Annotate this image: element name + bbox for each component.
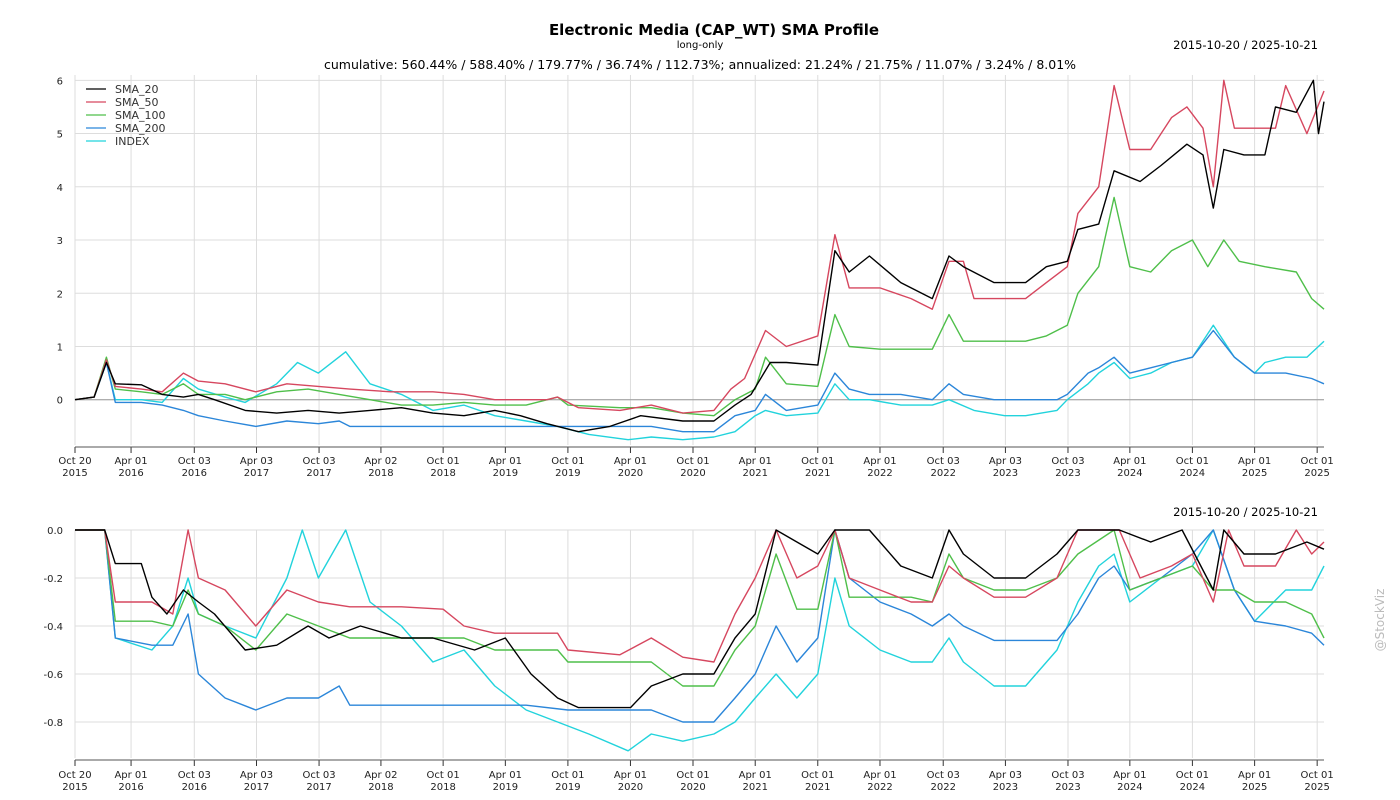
legend-label: SMA_200	[115, 122, 166, 135]
cumulative-returns-panel: 0 1 2 3 4 5 6 Oct 20 2015 Apr 01 2016 Oct 03 2016 Apr…	[57, 75, 1334, 479]
watermark: @StockViz	[1373, 589, 1387, 652]
x-tick-label: Apr 01 2025	[1238, 770, 1271, 793]
x-tick-label: Oct 03 2022	[927, 456, 960, 479]
x-tick-label: Oct 03 2017	[302, 770, 335, 793]
series-line-index	[74, 324, 1325, 441]
y-tick-label: 0.0	[47, 526, 63, 537]
date-range-top: 2015-10-20 / 2025-10-21	[1173, 38, 1318, 52]
legend-label: SMA_50	[115, 96, 159, 109]
x-tick-label: Apr 02 2018	[364, 770, 397, 793]
x-tick-label: Oct 01 2018	[427, 770, 460, 793]
x-tick-label: Oct 01 2025	[1301, 770, 1334, 793]
legend-label: SMA_20	[115, 83, 159, 96]
series-line-sma-100	[74, 196, 1325, 417]
x-tick-label: Oct 01 2025	[1301, 456, 1334, 479]
x-tick-label: Apr 01 2022	[863, 770, 896, 793]
x-tick-label: Apr 01 2016	[114, 456, 147, 479]
x-tick-label: Oct 01 2020	[676, 456, 709, 479]
x-tick-label: Oct 03 2016	[178, 456, 211, 479]
x-tick-label: Oct 03 2023	[1051, 770, 1084, 793]
x-tick-label: Apr 01 2022	[863, 456, 896, 479]
stats-line: cumulative: 560.44% / 588.40% / 179.77% …	[324, 57, 1076, 72]
x-tick-label: Oct 01 2024	[1176, 770, 1209, 793]
x-tick-label: Oct 01 2021	[801, 770, 834, 793]
y-tick-label: 5	[57, 130, 63, 141]
chart-subtitle: long-only	[677, 40, 724, 51]
x-tick-label: Apr 02 2018	[364, 456, 397, 479]
x-tick-label: Apr 01 2024	[1113, 770, 1146, 793]
y-tick-label: 3	[57, 236, 63, 247]
date-range-bottom: 2015-10-20 / 2025-10-21	[1173, 505, 1318, 519]
series-line-sma-50	[74, 79, 1325, 414]
x-tick-label: Apr 01 2019	[489, 456, 522, 479]
x-tick-label: Apr 03 2017	[240, 456, 273, 479]
x-tick-label: Oct 01 2021	[801, 456, 834, 479]
x-tick-label: Oct 03 2016	[178, 770, 211, 793]
x-tick-label: Oct 01 2019	[551, 456, 584, 479]
x-tick-label: Apr 01 2020	[614, 770, 647, 793]
y-tick-label: 1	[57, 343, 63, 354]
series-line-sma-20	[75, 529, 1325, 709]
series-line-sma-50	[75, 529, 1325, 663]
x-tick-label: Oct 01 2020	[676, 770, 709, 793]
series-line-sma-100	[75, 529, 1325, 687]
x-tick-label: Oct 01 2018	[427, 456, 460, 479]
drawdown-panel: 0.0 -0.2 -0.4 -0.6 -0.8 Oct 20 2015 Apr 01 2016 O…	[43, 526, 1333, 793]
y-tick-label: 0	[57, 396, 63, 407]
x-tick-label: Apr 01 2024	[1113, 456, 1146, 479]
y-tick-label: 4	[57, 183, 63, 194]
x-tick-label: Apr 01 2025	[1238, 456, 1271, 479]
x-tick-label: Apr 01 2021	[739, 770, 772, 793]
x-tick-label: Apr 03 2023	[989, 456, 1022, 479]
y-tick-label: -0.8	[43, 718, 63, 729]
y-tick-label: -0.6	[43, 670, 63, 681]
x-tick-label: Apr 01 2019	[489, 770, 522, 793]
y-tick-label: 6	[57, 76, 63, 87]
x-tick-label: Oct 03 2017	[302, 456, 335, 479]
chart-title: Electronic Media (CAP_WT) SMA Profile	[549, 21, 879, 39]
y-tick-label: -0.4	[43, 622, 63, 633]
y-tick-label: 2	[57, 289, 63, 300]
legend-label: SMA_100	[115, 109, 166, 122]
x-tick-label: Oct 20 2015	[58, 770, 91, 793]
x-tick-label: Apr 01 2020	[614, 456, 647, 479]
x-tick-label: Oct 01 2024	[1176, 456, 1209, 479]
legend-label: INDEX	[115, 135, 150, 148]
x-tick-label: Oct 20 2015	[58, 456, 91, 479]
series-line-index	[75, 529, 1325, 752]
y-tick-label: -0.2	[43, 574, 63, 585]
x-tick-label: Apr 01 2016	[114, 770, 147, 793]
x-tick-label: Apr 03 2017	[240, 770, 273, 793]
series-line-sma-200	[74, 329, 1325, 433]
x-tick-label: Apr 01 2021	[739, 456, 772, 479]
x-tick-label: Apr 03 2023	[989, 770, 1022, 793]
x-tick-label: Oct 03 2023	[1051, 456, 1084, 479]
x-tick-label: Oct 03 2022	[927, 770, 960, 793]
x-tick-label: Oct 01 2019	[551, 770, 584, 793]
series-line-sma-20	[74, 79, 1325, 433]
